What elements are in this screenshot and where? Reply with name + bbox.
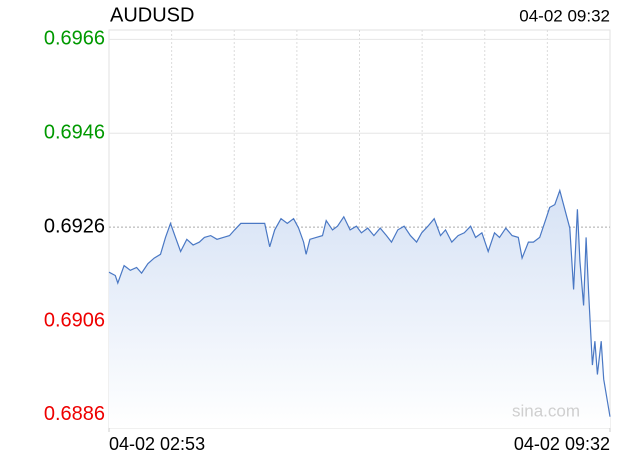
timestamp: 04-02 09:32 xyxy=(519,6,610,25)
y-tick-label: 0.6946 xyxy=(44,122,105,144)
price-line xyxy=(108,188,611,417)
y-tick-label: 0.6926 xyxy=(44,215,105,237)
watermark: sina.com xyxy=(512,401,580,420)
y-tick-label: 0.6886 xyxy=(44,403,105,425)
x-tick-label: 04-02 09:32 xyxy=(514,434,610,454)
x-tick-label: 04-02 02:53 xyxy=(109,434,205,454)
y-tick-label: 0.6906 xyxy=(44,309,105,331)
chart-title: AUDUSD xyxy=(110,4,194,26)
area-fill xyxy=(109,190,610,428)
y-tick-label: 0.6966 xyxy=(44,28,105,50)
